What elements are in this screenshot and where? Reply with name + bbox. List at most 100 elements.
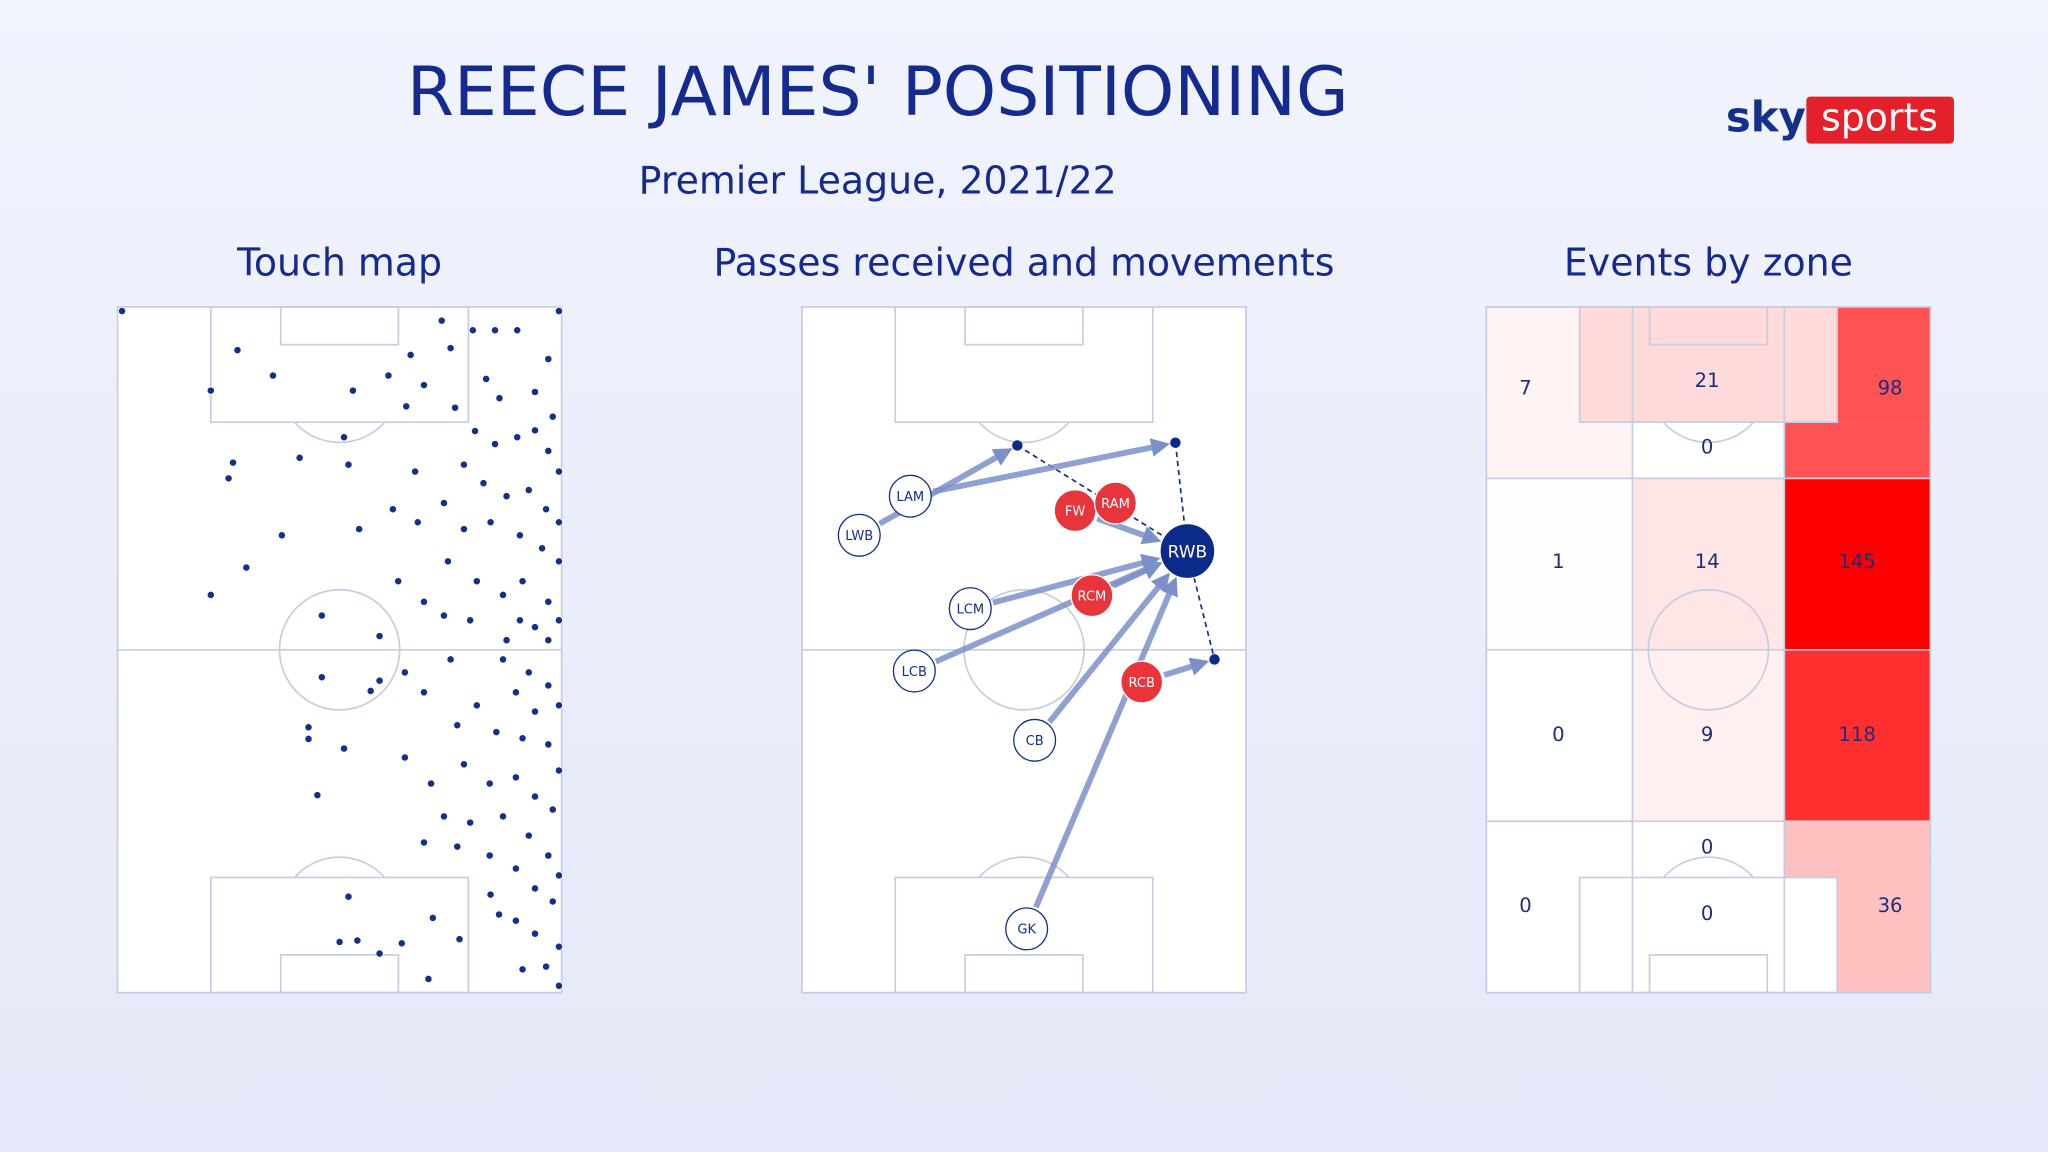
touch: [554, 616, 564, 625]
touch: [317, 611, 326, 620]
touch: [524, 485, 533, 495]
touch: [419, 381, 429, 390]
touch: [375, 949, 384, 958]
touch: [548, 412, 557, 421]
player: [1170, 437, 1181, 448]
touch: [498, 590, 508, 599]
touch: [402, 402, 411, 411]
touch: [459, 525, 468, 534]
touch: [554, 307, 564, 316]
pass: [1163, 657, 1210, 678]
penalty-arc: [978, 421, 1070, 444]
touch: [384, 371, 393, 380]
player: [892, 649, 936, 693]
touch: [530, 707, 540, 716]
zone: [1486, 422, 1633, 479]
player: [1013, 718, 1057, 762]
touch: [486, 890, 495, 899]
panel-title: Passes received and movements: [714, 241, 1335, 285]
touch: [295, 453, 304, 462]
touch: [335, 937, 344, 946]
pass: [1033, 576, 1178, 909]
touch: [397, 939, 406, 948]
six-yard-box: [964, 954, 1084, 994]
panel-title: Touch map: [236, 241, 442, 285]
touch: [511, 773, 520, 782]
touch: [424, 974, 433, 983]
penalty-arc: [293, 421, 386, 444]
touch: [466, 616, 475, 625]
touch: [339, 433, 349, 442]
touch: [472, 701, 481, 710]
touch: [485, 851, 494, 860]
touch: [388, 505, 397, 514]
touch: [495, 394, 504, 403]
player: [1093, 481, 1138, 525]
touch: [554, 467, 564, 476]
six-yard-box: [1648, 954, 1769, 994]
player: [837, 513, 881, 557]
pitch-lines: [1485, 306, 1932, 994]
touch: [515, 616, 524, 625]
touch: [548, 805, 557, 814]
logo-sky: sky: [1726, 93, 1806, 142]
zone: [1784, 821, 1931, 878]
touch: [277, 531, 286, 540]
touch: [544, 851, 553, 860]
touch: [406, 350, 415, 359]
zone-label: 0: [1701, 902, 1713, 925]
touch: [117, 307, 127, 316]
player-label: FW: [1065, 504, 1086, 519]
touch: [375, 632, 384, 641]
touch: [502, 636, 511, 645]
touch: [453, 842, 462, 851]
touch: [513, 326, 522, 335]
touch: [494, 910, 504, 919]
zone-label: 14: [1695, 550, 1720, 573]
touch: [530, 426, 540, 435]
touch: [304, 734, 313, 743]
touch: [459, 760, 468, 769]
touch: [394, 577, 403, 586]
touch: [419, 597, 429, 606]
touch: [482, 374, 491, 383]
panel-title: Events by zone: [1564, 241, 1853, 285]
touch: [544, 681, 553, 690]
touch: [228, 458, 238, 467]
touch: [492, 728, 501, 737]
pass: [992, 553, 1161, 606]
zone-label: 7: [1519, 377, 1531, 400]
touch: [419, 688, 429, 697]
touch: [446, 655, 455, 664]
touch: [348, 386, 357, 395]
touch: [339, 744, 349, 753]
touch: [530, 792, 540, 801]
zone-label: 0: [1519, 894, 1531, 917]
player: [1120, 660, 1164, 704]
touch: [411, 467, 420, 476]
touch: [455, 935, 464, 944]
touch: [413, 518, 422, 527]
pass: [934, 561, 1163, 665]
touch: [439, 499, 449, 508]
touch: [317, 673, 326, 682]
touch: [344, 460, 353, 469]
touch: [400, 668, 409, 677]
touch: [542, 962, 551, 971]
touch: [554, 701, 564, 710]
touch: [224, 474, 233, 483]
player-label: LCB: [902, 665, 927, 680]
touch: [242, 563, 251, 572]
touch: [518, 734, 527, 743]
touch: [443, 557, 452, 566]
zone: [1579, 306, 1838, 423]
touch: [268, 371, 278, 380]
logo: sky sports: [1726, 93, 1954, 144]
zone-label: 21: [1695, 369, 1720, 392]
touch: [498, 655, 508, 664]
touch: [554, 766, 564, 775]
touch: [437, 316, 446, 325]
player-label: RWB: [1168, 542, 1208, 562]
touch: [530, 884, 540, 893]
